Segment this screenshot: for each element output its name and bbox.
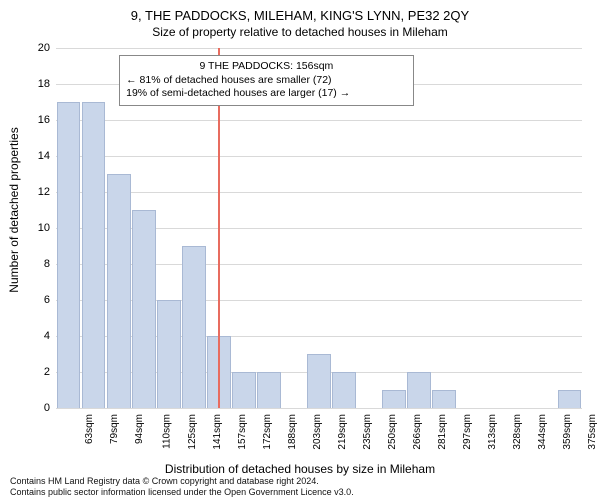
x-tick-label: 110sqm (161, 414, 172, 449)
y-tick-label: 4 (44, 330, 56, 342)
plot-area: 0246810121416182063sqm79sqm94sqm110sqm12… (56, 48, 582, 408)
chart-title: 9, THE PADDOCKS, MILEHAM, KING'S LYNN, P… (0, 0, 600, 23)
x-axis-label: Distribution of detached houses by size … (0, 462, 600, 476)
x-tick-label: 359sqm (562, 414, 573, 450)
x-tick-label: 125sqm (186, 414, 197, 450)
chart-footer: Contains HM Land Registry data © Crown c… (10, 476, 354, 498)
bar (332, 372, 356, 408)
gridline (56, 120, 582, 121)
bar (558, 390, 582, 408)
bar (257, 372, 281, 408)
y-tick-label: 8 (44, 258, 56, 270)
annotation-line: 19% of semi-detached houses are larger (… (126, 87, 407, 101)
bar (157, 300, 181, 408)
x-tick-label: 94sqm (134, 414, 145, 444)
annotation-box: 9 THE PADDOCKS: 156sqm← 81% of detached … (119, 55, 414, 106)
gridline (56, 156, 582, 157)
footer-line-1: Contains HM Land Registry data © Crown c… (10, 476, 354, 487)
y-tick-label: 0 (44, 402, 56, 414)
annotation-line: 9 THE PADDOCKS: 156sqm (126, 60, 407, 74)
y-tick-label: 16 (38, 114, 56, 126)
gridline (56, 408, 582, 409)
footer-line-2: Contains public sector information licen… (10, 487, 354, 498)
annotation-line: ← 81% of detached houses are smaller (72… (126, 74, 407, 88)
x-tick-label: 313sqm (487, 414, 498, 450)
x-tick-label: 219sqm (337, 414, 348, 450)
x-tick-label: 328sqm (512, 414, 523, 450)
x-tick-label: 266sqm (412, 414, 423, 450)
x-tick-label: 281sqm (437, 414, 448, 450)
chart-subtitle: Size of property relative to detached ho… (0, 23, 600, 43)
x-tick-label: 188sqm (287, 414, 298, 450)
x-tick-label: 235sqm (362, 414, 373, 450)
x-tick-label: 63sqm (84, 414, 95, 444)
y-tick-label: 12 (38, 186, 56, 198)
y-tick-label: 14 (38, 150, 56, 162)
y-axis-label: Number of detached properties (7, 127, 21, 292)
x-tick-label: 203sqm (312, 414, 323, 450)
x-tick-label: 141sqm (212, 414, 223, 450)
x-tick-label: 250sqm (387, 414, 398, 450)
x-tick-label: 157sqm (237, 414, 248, 450)
x-tick-label: 79sqm (109, 414, 120, 444)
y-tick-label: 10 (38, 222, 56, 234)
x-tick-label: 297sqm (462, 414, 473, 450)
y-tick-label: 20 (38, 42, 56, 54)
y-tick-label: 18 (38, 78, 56, 90)
bar (382, 390, 406, 408)
y-tick-label: 6 (44, 294, 56, 306)
bar (182, 246, 206, 408)
bar (432, 390, 456, 408)
x-tick-label: 375sqm (587, 414, 598, 450)
bar (407, 372, 431, 408)
x-tick-label: 172sqm (262, 414, 273, 450)
gridline (56, 48, 582, 49)
bar (107, 174, 131, 408)
gridline (56, 192, 582, 193)
bar (307, 354, 331, 408)
x-tick-label: 344sqm (537, 414, 548, 450)
bar (57, 102, 81, 408)
bar (132, 210, 156, 408)
y-tick-label: 2 (44, 366, 56, 378)
bar (82, 102, 106, 408)
bar (232, 372, 256, 408)
chart-container: 9, THE PADDOCKS, MILEHAM, KING'S LYNN, P… (0, 0, 600, 500)
